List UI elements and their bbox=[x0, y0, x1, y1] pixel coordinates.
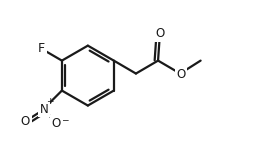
Text: F: F bbox=[38, 42, 45, 55]
Text: +: + bbox=[46, 97, 54, 106]
Text: O: O bbox=[176, 68, 185, 81]
Text: N: N bbox=[40, 103, 49, 116]
Text: −: − bbox=[61, 115, 68, 124]
Text: O: O bbox=[21, 115, 30, 128]
Text: O: O bbox=[155, 27, 164, 40]
Text: O: O bbox=[52, 117, 61, 130]
